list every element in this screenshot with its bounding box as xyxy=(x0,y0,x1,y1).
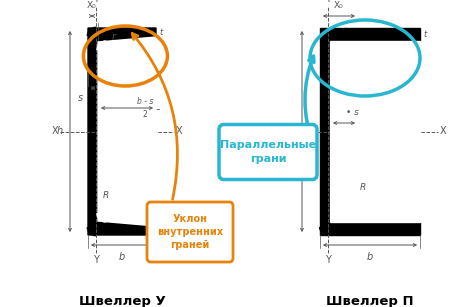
Text: h: h xyxy=(289,126,295,137)
Text: Уклон
внутренних
граней: Уклон внутренних граней xyxy=(157,214,223,250)
Text: h: h xyxy=(57,126,63,137)
Text: Швеллер У: Швеллер У xyxy=(79,295,165,307)
Text: X₀: X₀ xyxy=(87,1,97,10)
Text: Y: Y xyxy=(325,255,331,265)
Text: X: X xyxy=(176,126,182,137)
FancyBboxPatch shape xyxy=(147,202,233,262)
Text: R: R xyxy=(360,182,366,192)
Text: r: r xyxy=(112,32,116,42)
FancyBboxPatch shape xyxy=(219,125,317,180)
Text: Y: Y xyxy=(93,0,99,4)
Text: X₀: X₀ xyxy=(334,1,344,10)
Text: X: X xyxy=(51,126,58,137)
Text: b: b xyxy=(119,252,125,262)
Text: Y: Y xyxy=(93,255,99,265)
Text: b - s: b - s xyxy=(137,97,153,106)
Text: t: t xyxy=(159,28,162,37)
Text: X: X xyxy=(440,126,447,137)
Text: Параллельные
грани: Параллельные грани xyxy=(220,140,316,164)
Text: R: R xyxy=(103,192,109,200)
Text: t: t xyxy=(423,30,426,39)
Text: X: X xyxy=(283,126,290,137)
Polygon shape xyxy=(330,41,420,222)
Polygon shape xyxy=(320,28,420,235)
Text: b: b xyxy=(367,252,373,262)
Text: Y: Y xyxy=(325,0,331,4)
Text: s: s xyxy=(78,93,83,103)
Text: • s: • s xyxy=(346,108,359,117)
Text: Швеллер П: Швеллер П xyxy=(326,295,414,307)
Polygon shape xyxy=(98,37,156,226)
Text: 2: 2 xyxy=(143,110,147,119)
Polygon shape xyxy=(88,28,156,235)
